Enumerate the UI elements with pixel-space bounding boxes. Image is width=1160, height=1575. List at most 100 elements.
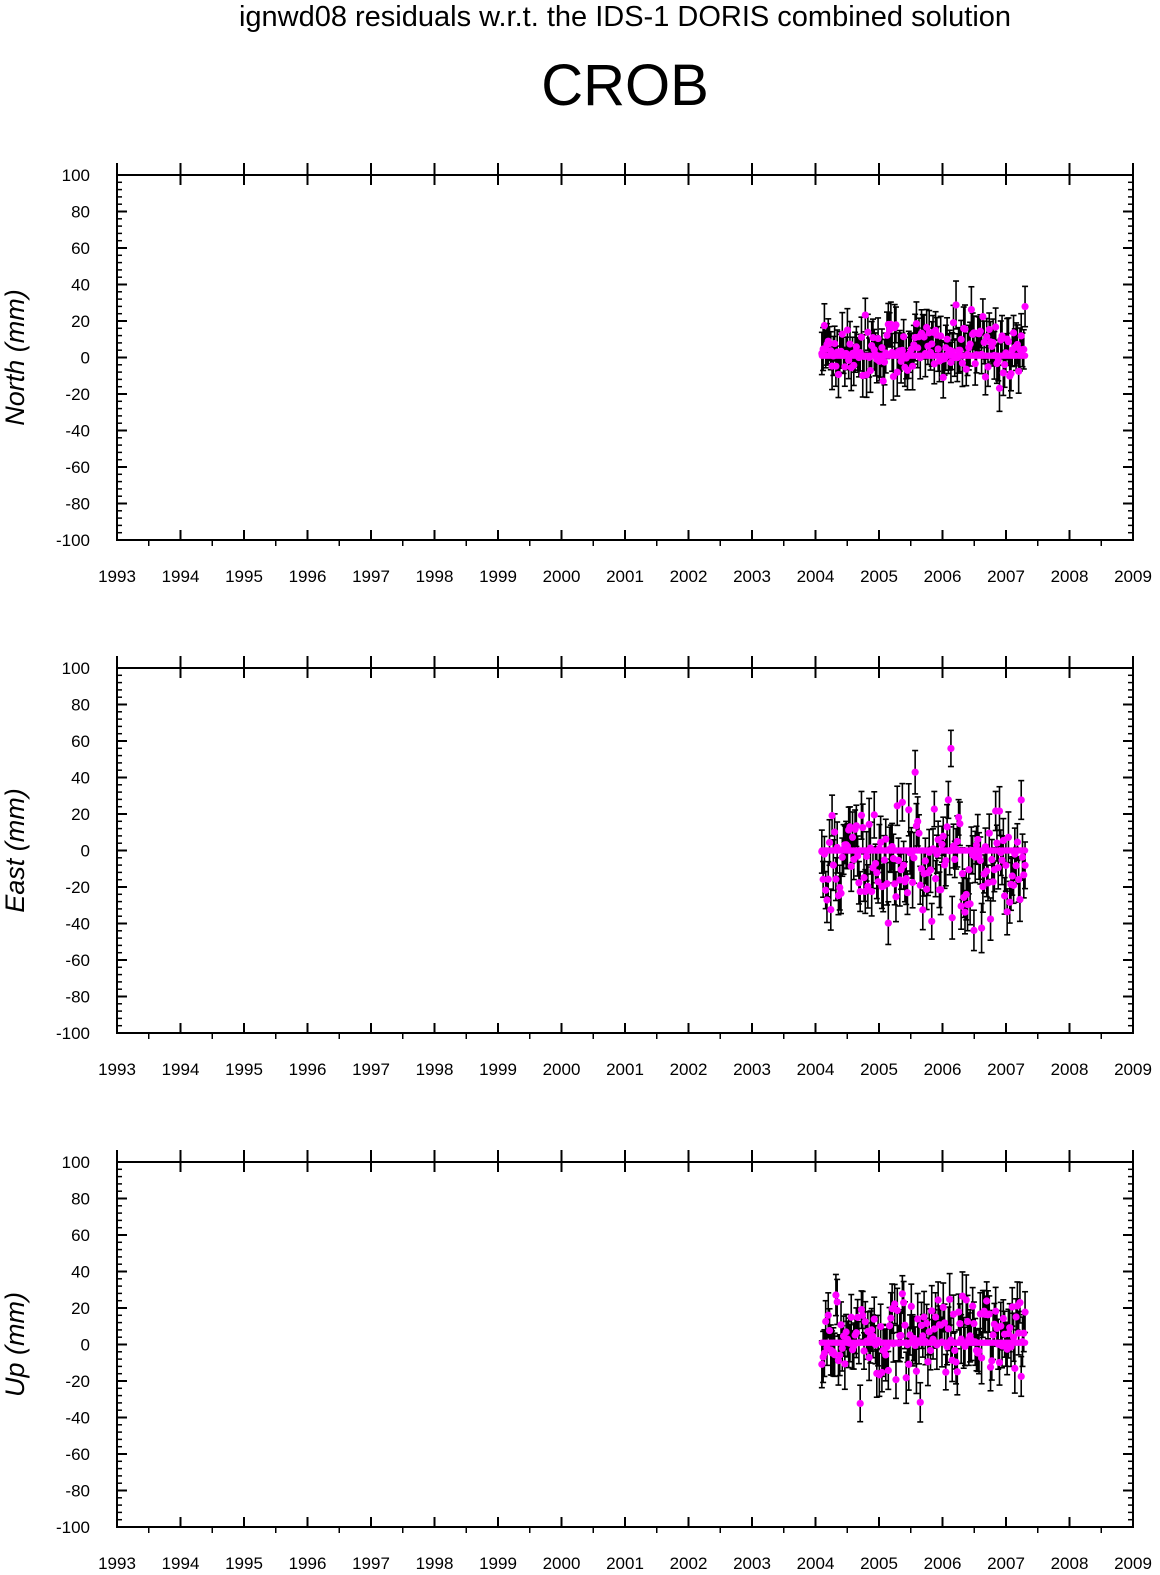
data-point — [1004, 1330, 1013, 1338]
data-point — [856, 1399, 864, 1408]
data-point — [877, 1322, 885, 1331]
data-point — [847, 1313, 855, 1321]
data-point — [928, 917, 936, 925]
data-point — [855, 879, 863, 887]
y-tick-label: 100 — [62, 659, 90, 678]
data-point — [961, 325, 969, 333]
data-point — [850, 361, 858, 369]
data-point — [857, 333, 866, 341]
data-point — [870, 811, 878, 819]
data-point — [831, 339, 839, 348]
data-point — [1020, 1329, 1028, 1337]
data-point — [874, 878, 882, 886]
data-point — [939, 1303, 947, 1311]
data-point — [957, 902, 965, 910]
data-point — [834, 370, 843, 379]
x-tick-label: 1999 — [479, 1554, 517, 1573]
y-tick-label: -20 — [65, 385, 90, 404]
data-point — [956, 820, 964, 828]
y-tick-label: -40 — [65, 1409, 90, 1428]
data-point — [977, 924, 986, 932]
x-tick-label: 2006 — [924, 567, 962, 586]
data-point — [944, 796, 952, 804]
x-tick-label: 2000 — [543, 567, 581, 586]
data-point — [838, 330, 846, 338]
data-point — [1021, 847, 1029, 854]
data-point — [949, 319, 958, 327]
data-point — [1016, 1299, 1024, 1307]
data-point — [905, 806, 913, 814]
data-point — [958, 870, 967, 878]
data-point — [836, 884, 844, 892]
y-tick-label: -40 — [65, 422, 90, 441]
data-point — [915, 829, 923, 837]
data-point — [979, 882, 987, 891]
data-point — [908, 878, 917, 887]
x-tick-label: 2005 — [860, 567, 898, 586]
data-point — [834, 1357, 843, 1365]
data-point — [951, 855, 959, 863]
data-point — [901, 1321, 909, 1329]
data-point — [852, 822, 860, 830]
data-point — [914, 344, 922, 352]
x-tick-label: 2009 — [1114, 567, 1152, 586]
data-point — [897, 1331, 905, 1340]
data-point — [948, 914, 956, 922]
y-tick-label: -80 — [65, 988, 90, 1007]
data-point — [1012, 862, 1020, 870]
data-point — [868, 1326, 876, 1334]
x-tick-label: 2006 — [924, 1060, 962, 1079]
x-tick-label: 2009 — [1114, 1060, 1152, 1079]
data-point — [837, 889, 845, 897]
data-point — [824, 875, 832, 883]
data-point — [956, 346, 964, 354]
data-point — [937, 886, 945, 894]
x-tick-label: 2003 — [733, 1554, 771, 1573]
data-point — [983, 333, 991, 341]
y-tick-label: -20 — [65, 1372, 90, 1391]
x-tick-label: 2001 — [606, 1060, 644, 1079]
data-point — [974, 835, 982, 844]
data-point — [988, 855, 996, 864]
data-point — [953, 837, 961, 846]
data-point — [1012, 1313, 1020, 1321]
data-point — [989, 338, 997, 347]
y-tick-label: 0 — [81, 842, 90, 861]
data-point — [907, 1302, 915, 1311]
x-tick-label: 2004 — [797, 1060, 835, 1079]
data-point — [930, 805, 938, 813]
data-point — [916, 1398, 924, 1406]
data-point — [1015, 1329, 1023, 1337]
data-point — [953, 1368, 961, 1376]
panel-2: 100 80 60 40 20 0 -20 -40 -60 -80 -100 1993 1994 1995… — [0, 656, 1152, 1079]
x-tick-label: 1995 — [225, 567, 263, 586]
x-tick-label: 1998 — [416, 1554, 454, 1573]
data-point — [820, 321, 829, 330]
data-point — [1016, 895, 1024, 904]
data-point — [926, 866, 935, 874]
data-point — [1021, 1308, 1029, 1316]
data-point — [825, 339, 834, 348]
x-tick-label: 2000 — [543, 1554, 581, 1573]
data-point — [939, 373, 947, 382]
data-point — [1020, 871, 1028, 879]
data-point — [940, 1319, 949, 1327]
y-tick-label: 60 — [71, 1226, 90, 1245]
data-point — [828, 811, 836, 820]
data-point — [1008, 872, 1016, 880]
data-point — [1017, 796, 1025, 804]
data-point — [887, 1314, 895, 1322]
data-point — [986, 915, 995, 923]
data-point — [847, 862, 855, 870]
x-tick-label: 1994 — [162, 567, 200, 586]
x-tick-label: 1995 — [225, 1554, 263, 1573]
data-point — [900, 333, 908, 341]
data-point — [864, 328, 872, 336]
data-point — [884, 919, 892, 927]
data-point — [999, 1314, 1007, 1323]
data-point — [1006, 898, 1014, 906]
data-point — [832, 362, 840, 370]
data-point — [1011, 1364, 1019, 1372]
x-tick-label: 1999 — [479, 567, 517, 586]
